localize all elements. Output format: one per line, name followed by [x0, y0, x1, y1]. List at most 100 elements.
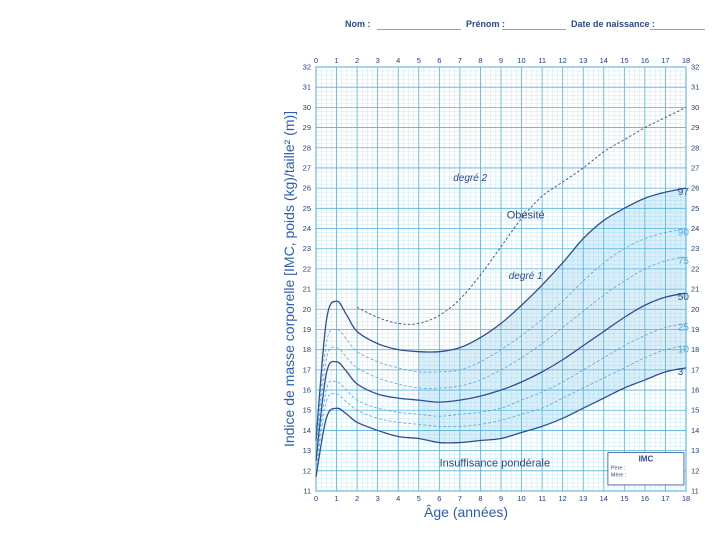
- y-tick-label-right: 28: [691, 143, 699, 152]
- y-tick-label-left: 12: [303, 466, 311, 475]
- x-tick-label-top: 8: [478, 56, 482, 65]
- x-tick-label-bottom: 10: [517, 494, 525, 503]
- nom-line: [377, 29, 461, 30]
- plot-frame: [315, 66, 687, 492]
- x-tick-label-top: 2: [355, 56, 359, 65]
- x-tick-label-top: 11: [538, 56, 546, 65]
- naissance-label: Date de naissance :: [571, 19, 656, 29]
- y-tick-label-left: 29: [303, 123, 311, 132]
- nom-label: Nom :: [345, 19, 371, 29]
- x-tick-label-bottom: 15: [620, 494, 628, 503]
- y-tick-label-left: 21: [303, 285, 311, 294]
- y-tick-label-right: 12: [691, 466, 699, 475]
- y-tick-label-left: 11: [303, 487, 311, 496]
- percentile-curve-50: [315, 292, 687, 461]
- prenom-label: Prénom :: [466, 19, 506, 29]
- y-tick-label-right: 16: [691, 386, 699, 395]
- y-tick-label-right: 24: [691, 224, 699, 233]
- x-tick-label-bottom: 0: [314, 494, 318, 503]
- y-tick-label-left: 15: [303, 406, 311, 415]
- y-tick-label-left: 23: [303, 244, 311, 253]
- y-tick-label-right: 13: [691, 446, 699, 455]
- x-tick-label-bottom: 1: [334, 494, 338, 503]
- y-tick-label-left: 25: [303, 204, 311, 213]
- y-tick-label-left: 32: [303, 63, 311, 72]
- percentile-label-75: 75: [678, 256, 690, 267]
- y-tick-label-right: 29: [691, 123, 699, 132]
- prenom-line: [502, 29, 566, 30]
- x-tick-label-bottom: 18: [682, 494, 690, 503]
- x-tick-label-bottom: 13: [579, 494, 587, 503]
- y-tick-label-left: 28: [303, 143, 311, 152]
- x-tick-label-top: 1: [334, 56, 338, 65]
- y-tick-label-left: 20: [303, 305, 311, 314]
- y-tick-label-left: 19: [303, 325, 311, 334]
- imc-box-title: IMC: [639, 455, 654, 464]
- x-tick-label-bottom: 4: [396, 494, 400, 503]
- annotation-obesite: Obésité: [507, 209, 545, 221]
- x-tick-label-bottom: 14: [600, 494, 608, 503]
- y-tick-label-left: 16: [303, 386, 311, 395]
- x-tick-label-top: 18: [682, 56, 690, 65]
- percentile-label-97: 97: [678, 187, 690, 198]
- percentile-curve-90: [315, 228, 687, 447]
- y-tick-label-left: 24: [303, 224, 311, 233]
- y-tick-label-left: 27: [303, 163, 311, 172]
- imc-box: [607, 452, 685, 486]
- x-tick-label-top: 10: [517, 56, 525, 65]
- y-tick-label-right: 11: [691, 487, 699, 496]
- x-tick-label-top: 16: [641, 56, 649, 65]
- x-tick-label-bottom: 2: [355, 494, 359, 503]
- y-tick-label-right: 23: [691, 244, 699, 253]
- y-tick-label-right: 19: [691, 325, 699, 334]
- y-tick-label-right: 17: [691, 365, 699, 374]
- percentile-label-90: 90: [678, 228, 690, 239]
- axis-ticks: 0 1 2 3 4 5 6 7 8 9 10 11 12 13 14 15 16 17 180 1 2 3 4 5 6 7 8 9 10…: [303, 56, 700, 503]
- percentile-curve-25: [315, 323, 687, 467]
- y-tick-label-left: 13: [303, 446, 311, 455]
- y-tick-label-right: 26: [691, 184, 699, 193]
- y-tick-label-right: 14: [691, 426, 699, 435]
- x-tick-label-top: 12: [558, 56, 566, 65]
- y-tick-label-right: 18: [691, 345, 699, 354]
- x-tick-label-bottom: 8: [478, 494, 482, 503]
- x-tick-label-top: 14: [600, 56, 608, 65]
- y-axis-title: Indice de masse corporelle [IMC, poids (…: [281, 111, 297, 447]
- x-tick-label-bottom: 17: [661, 494, 669, 503]
- y-tick-label-left: 14: [303, 426, 311, 435]
- percentile-label-10: 10: [678, 345, 690, 356]
- x-tick-label-bottom: 12: [558, 494, 566, 503]
- y-tick-label-right: 30: [691, 103, 699, 112]
- x-tick-label-bottom: 7: [458, 494, 462, 503]
- x-tick-label-bottom: 6: [437, 494, 441, 503]
- x-tick-label-top: 15: [620, 56, 628, 65]
- percentile-label-25: 25: [678, 322, 690, 333]
- annotation-degre-1: degré 1: [509, 271, 543, 282]
- percentile-curve-3: [315, 367, 687, 477]
- percentile-label-3: 3: [678, 367, 684, 378]
- y-tick-label-right: 27: [691, 163, 699, 172]
- percentile-curve-10: [315, 345, 687, 471]
- obesity-threshold-curve: [356, 106, 687, 325]
- percentile-label-50: 50: [678, 292, 690, 303]
- naissance-line: [650, 29, 705, 30]
- y-tick-label-right: 15: [691, 406, 699, 415]
- x-tick-label-bottom: 11: [538, 494, 546, 503]
- y-tick-label-right: 22: [691, 264, 699, 273]
- y-tick-label-left: 30: [303, 103, 311, 112]
- x-tick-label-bottom: 5: [417, 494, 421, 503]
- x-tick-label-bottom: 9: [499, 494, 503, 503]
- x-tick-label-top: 17: [661, 56, 669, 65]
- x-tick-label-top: 5: [417, 56, 421, 65]
- x-tick-label-bottom: 16: [641, 494, 649, 503]
- y-tick-label-left: 26: [303, 184, 311, 193]
- x-tick-label-bottom: 3: [376, 494, 380, 503]
- annotation-degre-2: degré 2: [453, 173, 487, 184]
- annotation-insuffisance: Insuffisance pondérale: [440, 458, 551, 470]
- imc-box-mere: Mère :: [611, 473, 627, 479]
- x-tick-label-top: 4: [396, 56, 400, 65]
- x-tick-label-top: 6: [437, 56, 441, 65]
